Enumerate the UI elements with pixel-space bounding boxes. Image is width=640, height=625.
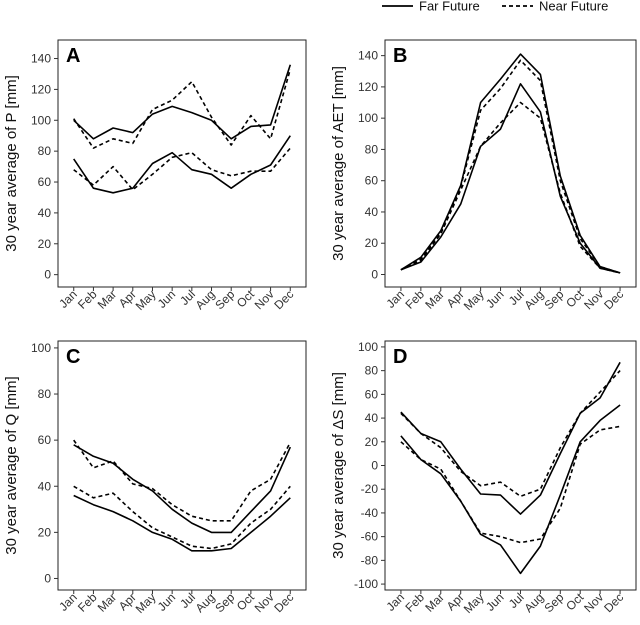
panel-frame	[384, 39, 637, 288]
x-tick-label: Oct	[563, 590, 587, 614]
x-tick-label: Mar	[422, 287, 447, 312]
panel-frame	[57, 39, 307, 288]
x-tick-label: Jan	[56, 590, 80, 614]
y-tick-label: -80	[361, 553, 379, 567]
y-tick-label: -60	[361, 530, 379, 544]
x-tick-label: Jan	[383, 590, 407, 614]
y-tick-label: 100	[31, 341, 51, 355]
y-tick-label: 100	[31, 113, 51, 127]
panel-letter: C	[66, 346, 80, 368]
panel-A: 020406080100120140JanFebMarAprMayJunJulA…	[3, 39, 307, 313]
series-line-near-future	[400, 370, 621, 498]
legend-near-future-label: Near Future	[539, 0, 608, 14]
y-tick-label: 80	[38, 144, 52, 158]
y-tick-label: 120	[31, 82, 51, 96]
panel-D: -100-80-60-40-20020406080100JanFebMarApr…	[330, 340, 637, 616]
x-tick-label: Jun	[483, 287, 507, 311]
x-tick-label: Jan	[56, 287, 80, 311]
x-tick-label: Jun	[155, 287, 179, 311]
series-line-far-future	[400, 361, 621, 515]
y-tick-label: 120	[358, 80, 378, 94]
x-tick-label: Dec	[601, 287, 626, 312]
series-line-far-future	[73, 494, 291, 552]
series-line-near-future	[73, 147, 291, 191]
y-tick-label: 0	[44, 268, 51, 282]
legend: Far Future Near Future	[382, 0, 608, 14]
x-tick-label: Oct	[234, 590, 258, 614]
y-tick-label: -100	[354, 577, 378, 591]
y-tick-label: 140	[31, 52, 51, 66]
series-line-near-future	[73, 69, 292, 149]
y-tick-label: 80	[38, 387, 52, 401]
x-tick-label: Dec	[271, 287, 296, 312]
panel-letter: D	[393, 346, 407, 368]
y-tick-label: 100	[358, 340, 378, 354]
y-tick-label: 0	[371, 459, 378, 473]
y-tick-label: 20	[365, 236, 379, 250]
panel-frame	[57, 340, 307, 591]
y-tick-label: 20	[38, 237, 52, 251]
y-tick-label: 100	[358, 111, 378, 125]
panel-frame	[384, 340, 637, 591]
series-line-far-future	[73, 135, 291, 194]
series-line-near-future	[400, 101, 621, 274]
y-tick-label: 0	[371, 267, 378, 281]
x-tick-label: Jan	[383, 287, 407, 311]
y-axis-title: 30 year average of ΔS [mm]	[330, 372, 347, 559]
series-line-near-future	[73, 439, 292, 522]
x-tick-label: Mar	[422, 590, 447, 615]
series-line-far-future	[73, 64, 292, 140]
series-line-far-future	[400, 83, 621, 274]
panel-letter: A	[66, 45, 80, 67]
x-tick-label: Jun	[155, 590, 179, 614]
y-tick-label: 60	[365, 174, 379, 188]
y-tick-label: 40	[38, 206, 52, 220]
x-tick-label: Dec	[601, 590, 626, 615]
panel-C: 020406080100JanFebMarAprMayJunJulAugSepO…	[3, 340, 307, 616]
x-tick-label: Dec	[271, 590, 296, 615]
series-line-far-future	[400, 404, 621, 575]
y-tick-label: 80	[365, 142, 379, 156]
y-tick-label: 60	[38, 175, 52, 189]
legend-far-future-label: Far Future	[419, 0, 480, 14]
y-axis-title: 30 year average of Q [mm]	[3, 376, 20, 554]
series-line-near-future	[400, 59, 621, 274]
y-tick-label: 60	[365, 387, 379, 401]
y-tick-label: -20	[361, 482, 379, 496]
series-line-near-future	[73, 485, 291, 550]
series-line-far-future	[400, 53, 621, 274]
x-tick-label: Oct	[563, 287, 587, 311]
y-tick-label: 40	[38, 479, 52, 493]
x-tick-label: Oct	[234, 287, 258, 311]
y-tick-label: 20	[365, 435, 379, 449]
y-tick-label: 40	[365, 411, 379, 425]
y-axis-title: 30 year average of P [mm]	[3, 75, 20, 251]
y-tick-label: 40	[365, 205, 379, 219]
y-tick-label: 60	[38, 433, 52, 447]
x-tick-label: Jun	[483, 590, 507, 614]
y-tick-label: 80	[365, 364, 379, 378]
y-axis-title: 30 year average of AET [mm]	[330, 66, 347, 261]
y-tick-label: -40	[361, 506, 379, 520]
panel-letter: B	[393, 45, 407, 67]
series-line-far-future	[73, 444, 292, 534]
y-tick-label: 0	[44, 571, 51, 585]
series-line-near-future	[400, 425, 621, 544]
y-tick-label: 140	[358, 49, 378, 63]
y-tick-label: 20	[38, 525, 52, 539]
